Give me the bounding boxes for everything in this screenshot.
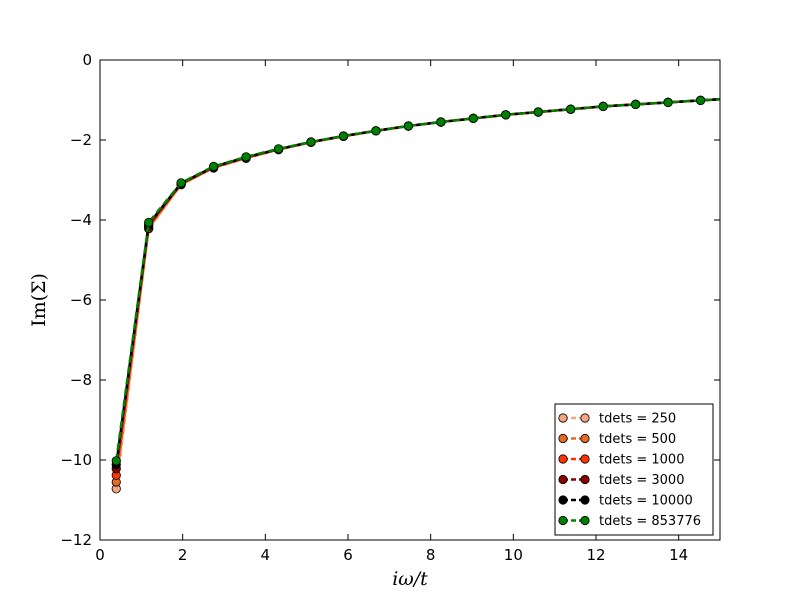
legend-label: tdets = 3000 — [599, 473, 684, 488]
legend-label: tdets = 853776 — [599, 514, 701, 529]
legend-box — [554, 403, 714, 536]
series-line — [115, 97, 720, 461]
legend-marker — [580, 433, 590, 444]
data-point — [111, 456, 121, 466]
legend-label: tdets = 1000 — [599, 453, 684, 468]
x-tick-label: 6 — [343, 546, 353, 564]
data-point — [306, 137, 316, 147]
legend-item: tdets = 250 — [558, 412, 676, 427]
x-axis-label: iω/t — [392, 568, 428, 590]
y-tick-label: 0 — [82, 51, 92, 69]
legend-marker — [580, 413, 590, 423]
data-point — [695, 95, 706, 106]
y-tick-label: −10 — [60, 451, 92, 469]
data-point — [209, 161, 219, 171]
data-point — [598, 101, 608, 112]
y-tick-label: −8 — [70, 371, 92, 389]
legend-item: tdets = 3000 — [558, 473, 684, 488]
y-tick-label: −2 — [70, 131, 92, 149]
data-point — [371, 126, 381, 136]
y-tick-label: −4 — [70, 211, 92, 229]
legend-marker — [580, 454, 590, 464]
legend-marker — [558, 413, 568, 423]
data-point — [533, 107, 543, 117]
legend-marker — [558, 495, 568, 505]
data-point — [631, 99, 641, 110]
x-tick-label: 0 — [95, 546, 105, 564]
series-layer — [111, 95, 720, 494]
data-point — [501, 110, 511, 120]
legend-marker — [558, 515, 568, 526]
legend-marker — [558, 474, 568, 485]
ticks-layer: 0 2 4 6 8 10 12 14 0 −2 −4 −6 −8 −10 −12 — [60, 51, 720, 564]
y-axis-label: Im(Σ) — [28, 273, 50, 327]
legend-label: tdets = 10000 — [599, 494, 693, 509]
series-5 — [111, 95, 720, 466]
legend-marker — [580, 474, 590, 485]
legend-marker — [558, 433, 568, 444]
data-point — [403, 121, 413, 131]
legend-item: tdets = 1000 — [558, 453, 684, 468]
legend-marker — [580, 495, 590, 505]
legend-item: tdets = 10000 — [558, 494, 693, 509]
data-point — [468, 113, 478, 124]
data-point — [241, 152, 251, 162]
legend: tdets = 250 tdets = 500 tdets = 1000 tdets … — [554, 403, 714, 536]
y-tick-label: −12 — [60, 531, 92, 549]
data-point — [663, 97, 673, 108]
x-tick-label: 12 — [586, 546, 605, 564]
x-tick-label: 14 — [669, 546, 688, 564]
y-tick-label: −6 — [70, 291, 92, 309]
legend-item: tdets = 500 — [558, 432, 676, 447]
x-tick-label: 10 — [504, 546, 523, 564]
legend-item: tdets = 853776 — [558, 514, 701, 529]
legend-marker — [580, 515, 590, 526]
x-tick-label: 4 — [261, 546, 271, 564]
data-point — [144, 217, 154, 227]
x-tick-label: 8 — [426, 546, 436, 564]
data-point — [436, 117, 446, 127]
legend-label: tdets = 250 — [599, 412, 676, 427]
data-point — [566, 104, 576, 114]
data-point — [273, 144, 284, 154]
data-point — [338, 131, 349, 141]
legend-label: tdets = 500 — [599, 432, 676, 447]
legend-marker — [558, 454, 568, 464]
x-tick-label: 2 — [178, 546, 188, 564]
data-point — [176, 178, 186, 188]
